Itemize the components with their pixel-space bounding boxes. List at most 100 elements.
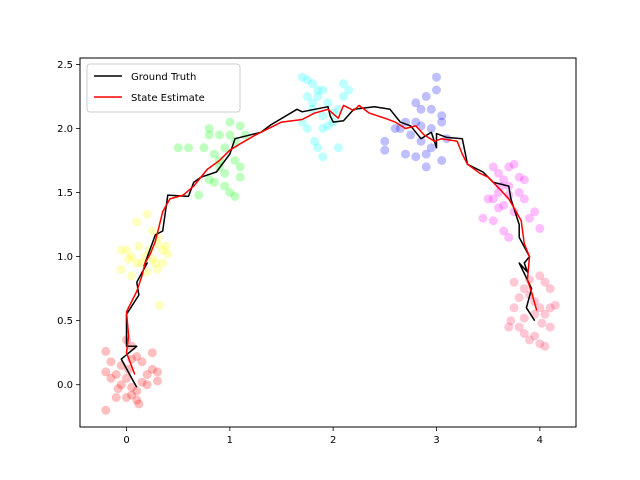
scatter-point — [499, 175, 509, 185]
scatter-point — [535, 339, 545, 349]
scatter-point — [134, 241, 144, 251]
scatter-point — [313, 143, 323, 153]
scatter-point — [155, 300, 165, 310]
scatter-point — [421, 149, 431, 159]
scatter-point — [416, 104, 426, 114]
scatter-point — [426, 124, 436, 133]
scatter-point — [323, 98, 333, 108]
scatter-point — [509, 277, 519, 287]
scatter-point — [225, 188, 235, 197]
y-tick-label: 2.0 — [57, 124, 73, 135]
scatter-point — [380, 145, 390, 155]
scatter-point — [519, 284, 529, 294]
scatter-point — [101, 367, 111, 377]
scatter-point — [313, 85, 323, 95]
scatter-point — [488, 194, 498, 204]
scatter-point — [209, 149, 219, 159]
scatter-point — [106, 373, 116, 383]
x-tick-label: 1 — [227, 435, 233, 446]
scatter-point — [411, 117, 421, 127]
scatter-point — [106, 357, 116, 367]
scatter-point — [509, 159, 519, 169]
scatter-point — [540, 341, 550, 351]
scatter-point — [540, 309, 550, 319]
scatter-point — [204, 124, 214, 133]
scatter-point — [318, 152, 328, 162]
scatter-point — [113, 384, 123, 394]
scatter-point — [545, 303, 555, 313]
scatter-point — [199, 143, 209, 153]
y-axis: 0.0 0.5 1.0 1.5 2.0 2.5 — [57, 60, 80, 391]
scatter-point — [142, 380, 152, 390]
scatter-point — [380, 136, 390, 146]
scatter-point — [122, 373, 131, 383]
scatter-point — [488, 216, 498, 226]
scatter-point — [116, 264, 126, 274]
scatter-point — [339, 79, 348, 89]
scatter-point — [204, 130, 214, 140]
scatter-point — [426, 104, 436, 114]
scatter-point — [147, 348, 157, 358]
scatter-point — [494, 203, 503, 213]
scatter-point — [302, 75, 312, 85]
scatter-point — [194, 190, 204, 200]
scatter-point — [318, 85, 328, 95]
x-tick-label: 2 — [330, 435, 336, 446]
scatter-point — [153, 367, 162, 377]
scatter-point — [225, 117, 235, 127]
scatter-point — [132, 386, 142, 396]
scatter-point — [545, 322, 555, 332]
scatter-point — [339, 91, 348, 101]
scatter-point — [437, 111, 447, 121]
scatter-point — [235, 121, 245, 131]
scatter-point — [230, 156, 240, 165]
scatter-point — [488, 162, 498, 172]
legend-box — [86, 63, 241, 113]
scatter-point — [220, 181, 230, 191]
series-lines — [120, 104, 538, 388]
scatter-point — [158, 258, 168, 268]
scatter-point — [390, 124, 400, 133]
scatter-point — [535, 303, 545, 313]
scatter-point — [499, 226, 509, 236]
scatter-point — [235, 162, 245, 172]
scatter-point — [132, 217, 142, 227]
legend-label-ground-truth: Ground Truth — [131, 72, 196, 83]
scatter-point — [127, 382, 137, 392]
scatter-point — [323, 121, 333, 131]
scatter-point — [437, 117, 447, 127]
scatter-point — [318, 111, 328, 121]
scatter-point — [122, 393, 131, 402]
scatter-point — [163, 249, 173, 259]
scatter-point — [173, 143, 183, 153]
scatter-point — [153, 264, 162, 274]
scatter-point — [161, 241, 171, 251]
scatter-point — [401, 149, 410, 159]
scatter-point — [478, 213, 488, 223]
scatter-point — [483, 194, 493, 204]
scatter-point — [318, 124, 328, 133]
scatter-point — [333, 143, 343, 153]
x-tick-label: 3 — [433, 435, 439, 446]
scatter-point — [225, 130, 235, 140]
scatter-point — [122, 245, 131, 255]
scatter-point — [514, 172, 524, 182]
scatter-point — [514, 293, 524, 303]
scatter-point — [302, 91, 312, 101]
scatter-point — [101, 405, 111, 415]
scatter-point — [302, 124, 312, 133]
scatter-point — [519, 329, 529, 338]
x-axis: 0 1 2 3 4 — [123, 427, 543, 446]
scatter-point — [220, 168, 230, 178]
scatter-point — [519, 313, 529, 323]
y-tick-label: 1.5 — [57, 188, 73, 199]
scatter-point — [308, 98, 317, 108]
scatter-point — [540, 277, 550, 287]
scatter-point — [215, 130, 224, 140]
x-tick-label: 4 — [537, 435, 543, 446]
x-tick-label: 0 — [123, 435, 129, 446]
scatter-point — [132, 395, 142, 405]
scatter-point — [421, 91, 431, 101]
scatter-point — [235, 172, 245, 182]
